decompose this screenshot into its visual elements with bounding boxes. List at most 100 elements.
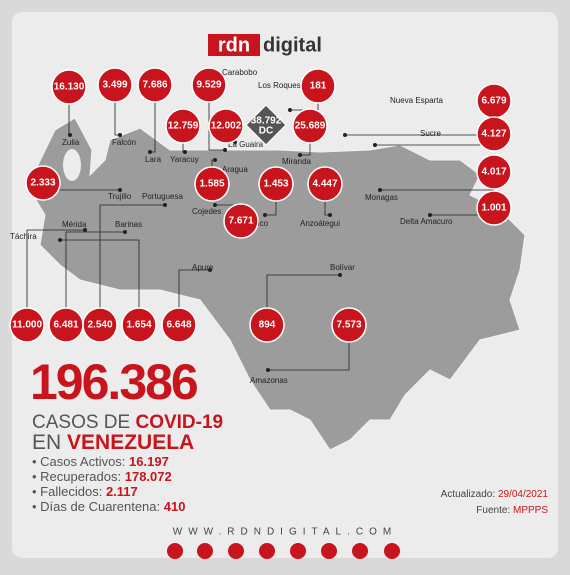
source-value: MPPPS bbox=[513, 505, 548, 516]
badge bbox=[82, 307, 118, 343]
source: Fuente: MPPPS bbox=[476, 505, 548, 516]
badge bbox=[331, 307, 367, 343]
badge-value: 7.573 bbox=[336, 320, 361, 331]
headline-b: COVID-19 bbox=[135, 412, 223, 433]
badge bbox=[194, 166, 230, 202]
badge bbox=[249, 307, 285, 343]
region-label: Anzoátegui bbox=[300, 219, 340, 228]
badge-value: 25.689 bbox=[295, 121, 326, 132]
leader-line bbox=[65, 231, 125, 325]
leader-dot bbox=[118, 188, 122, 192]
summary-item: • Casos Activos: 16.197 bbox=[32, 454, 169, 469]
badge bbox=[476, 154, 512, 190]
badge-value: 4.017 bbox=[481, 167, 506, 178]
badge-value: 11.000 bbox=[12, 320, 42, 331]
badge-value: 6.679 bbox=[481, 96, 506, 107]
leader-dot bbox=[68, 133, 72, 137]
badge-value: 3.499 bbox=[102, 80, 127, 91]
badge bbox=[292, 108, 328, 144]
leader-dot bbox=[373, 143, 377, 147]
badge bbox=[223, 203, 259, 239]
leader-dot bbox=[148, 150, 152, 154]
badge-value: 12.002 bbox=[211, 121, 242, 132]
summary: 196.386 CASOS DE COVID-19 EN VENEZUELA •… bbox=[30, 354, 223, 514]
badge-value: 9.529 bbox=[196, 80, 221, 91]
region-label: Nueva Esparta bbox=[390, 96, 443, 105]
leader-dot bbox=[223, 148, 227, 152]
updated-value: 29/04/2021 bbox=[498, 489, 548, 500]
capital-badge bbox=[245, 104, 287, 146]
region-label: Cojedes bbox=[192, 207, 221, 216]
region-label: Barinas bbox=[115, 220, 142, 229]
leader-line bbox=[178, 269, 210, 325]
capital-value: 38.792 bbox=[251, 116, 282, 127]
region-label: Mérida bbox=[62, 220, 87, 229]
badge-value: 1.001 bbox=[481, 203, 506, 214]
logo: rdn digital bbox=[208, 34, 322, 56]
region-label: Táchira bbox=[10, 232, 37, 241]
social-icons bbox=[167, 543, 400, 559]
badge-value: 4.127 bbox=[481, 129, 506, 140]
leader-dot bbox=[213, 158, 217, 162]
badge-value: 181 bbox=[310, 81, 327, 92]
leader-dot bbox=[163, 203, 167, 207]
badge bbox=[307, 166, 343, 202]
summary-item: • Días de Cuarentena: 410 bbox=[32, 499, 185, 514]
item-value: 2.117 bbox=[106, 484, 138, 499]
region-label: Carabobo bbox=[222, 68, 258, 77]
leader-dot bbox=[118, 133, 122, 137]
url: WWW.RDNDIGITAL.COM bbox=[173, 527, 397, 538]
item-value: 410 bbox=[164, 499, 186, 514]
region-label: Sucre bbox=[420, 129, 441, 138]
leader-line bbox=[99, 204, 165, 325]
badge bbox=[51, 69, 87, 105]
summary-item: • Recuperados: 178.072 bbox=[32, 469, 172, 484]
leader-dot bbox=[183, 150, 187, 154]
headline: CASOS DE COVID-19 bbox=[32, 412, 223, 433]
badge bbox=[476, 190, 512, 226]
leader-line bbox=[208, 85, 225, 151]
badge bbox=[165, 108, 201, 144]
region-label: Portuguesa bbox=[142, 192, 183, 201]
summary-item: • Fallecidos: 2.117 bbox=[32, 484, 138, 499]
badge-value: 1.585 bbox=[199, 179, 224, 190]
badge-value: 6.648 bbox=[166, 320, 191, 331]
leader-dot bbox=[338, 273, 342, 277]
leader-dot bbox=[343, 133, 347, 137]
badge-value: 894 bbox=[259, 320, 276, 331]
region-label: Falcón bbox=[112, 138, 136, 147]
badge bbox=[137, 67, 173, 103]
logo-right: digital bbox=[263, 34, 322, 56]
leader-dot bbox=[428, 213, 432, 217]
badge bbox=[161, 307, 197, 343]
region-label: Lara bbox=[145, 155, 162, 164]
leader-dot bbox=[263, 213, 267, 217]
badge-value: 16.130 bbox=[54, 82, 85, 93]
badge bbox=[300, 68, 336, 104]
region-label: Monagas bbox=[365, 193, 398, 202]
item-label: • Fallecidos: bbox=[32, 484, 102, 499]
headline-a: CASOS DE bbox=[32, 412, 130, 433]
region-label: Zulia bbox=[62, 138, 80, 147]
leader-dot bbox=[208, 268, 212, 272]
leader-line bbox=[26, 229, 85, 325]
item-label: • Días de Cuarentena: bbox=[32, 499, 160, 514]
total: 196.386 bbox=[30, 354, 197, 410]
leader-dot bbox=[213, 203, 217, 207]
updated-label: Actualizado: bbox=[441, 489, 495, 500]
region-label: Delta Amacuro bbox=[400, 217, 453, 226]
item-value: 16.197 bbox=[129, 454, 169, 469]
headline2-a: EN bbox=[32, 431, 61, 454]
badge bbox=[121, 307, 157, 343]
headline2-b: VENEZUELA bbox=[67, 431, 194, 454]
badge bbox=[191, 67, 227, 103]
badge bbox=[476, 116, 512, 152]
badge bbox=[25, 165, 61, 201]
badge bbox=[208, 108, 244, 144]
region-label: Miranda bbox=[282, 157, 311, 166]
region-label: La Guaira bbox=[228, 140, 264, 149]
badge-value: 6.481 bbox=[53, 320, 78, 331]
leader-dot bbox=[378, 188, 382, 192]
logo-left: rdn bbox=[218, 34, 250, 56]
